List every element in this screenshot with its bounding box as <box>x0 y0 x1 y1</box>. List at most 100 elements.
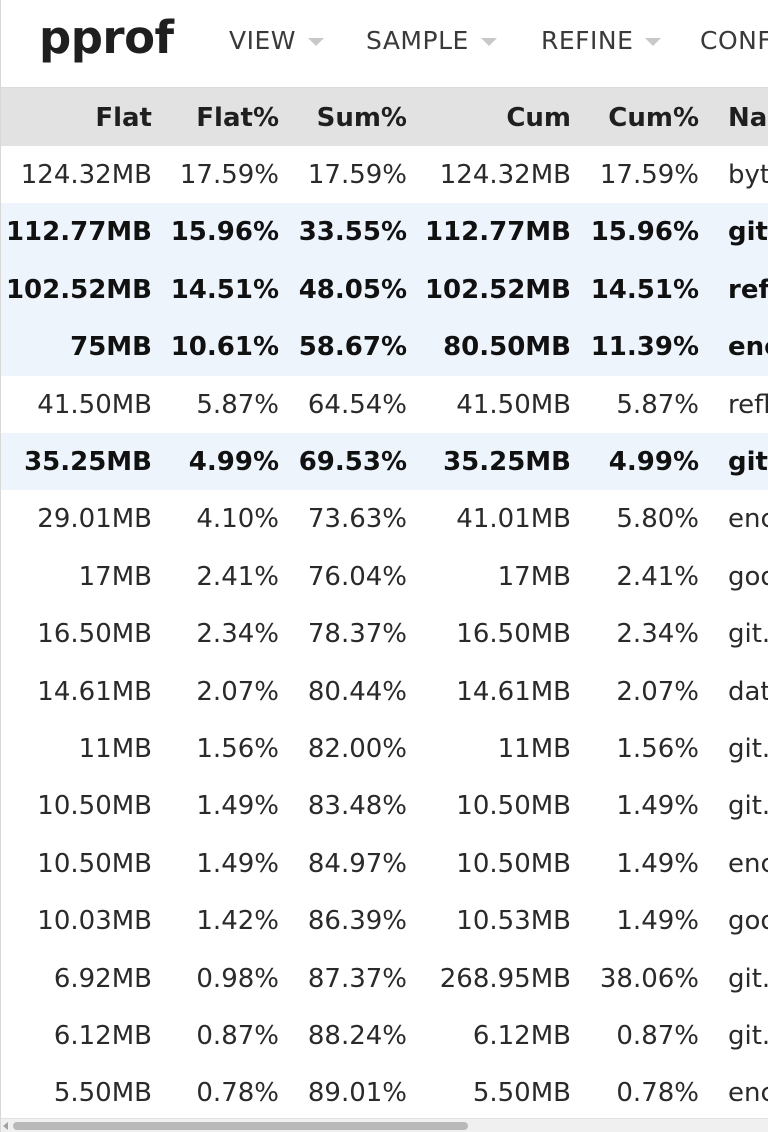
cell-flat: 75MB <box>70 332 152 363</box>
cell-cum: 80.50MB <box>443 332 571 363</box>
column-header-flat-pct[interactable]: Flat% <box>196 103 279 133</box>
cell-cum: 268.95MB <box>439 963 571 994</box>
cell-cum: 5.50MB <box>472 1078 571 1109</box>
cell-name: git. <box>728 734 768 764</box>
cell-sum-pct: 17.59% <box>307 160 407 190</box>
cell-cum-pct: 0.78% <box>616 1078 699 1109</box>
cell-flat-pct: 14.51% <box>170 274 279 305</box>
cell-flat: 16.50MB <box>37 619 152 650</box>
cell-sum-pct: 78.37% <box>307 619 407 650</box>
cell-cum-pct: 2.41% <box>616 561 699 592</box>
cell-sum-pct: 82.00% <box>307 734 407 764</box>
app-logo[interactable]: pprof <box>39 11 174 64</box>
table-body: 124.32MB 17.59% 17.59% 124.32MB 17.59% byt 112… <box>1 146 768 1118</box>
caret-down-icon <box>480 38 497 46</box>
table-row[interactable]: 29.01MB 4.10% 73.63% 41.01MB 5.80% enc <box>1 490 768 547</box>
sample-menu[interactable]: SAMPLE <box>366 22 497 58</box>
cell-name: git. <box>728 619 768 650</box>
cell-cum-pct: 14.51% <box>590 274 699 305</box>
cell-flat: 5.50MB <box>53 1078 152 1109</box>
table-row[interactable]: 75MB 10.61% 58.67% 80.50MB 11.39% enc <box>1 318 768 376</box>
table-row[interactable]: 11MB 1.56% 82.00% 11MB 1.56% git. <box>1 720 768 777</box>
cell-sum-pct: 84.97% <box>307 848 407 879</box>
cell-cum-pct: 1.49% <box>616 791 699 822</box>
cell-sum-pct: 86.39% <box>307 906 407 937</box>
table-row[interactable]: 10.03MB 1.42% 86.39% 10.53MB 1.49% goo <box>1 892 768 949</box>
cell-cum: 14.61MB <box>456 676 571 707</box>
table-row[interactable]: 41.50MB 5.87% 64.54% 41.50MB 5.87% refl <box>1 376 768 433</box>
top-navbar: pprof VIEW SAMPLE REFINE CONF <box>1 0 768 88</box>
refine-menu[interactable]: REFINE <box>541 22 662 58</box>
cell-flat-pct: 2.07% <box>196 676 279 707</box>
cell-flat: 6.12MB <box>53 1021 152 1051</box>
cell-name: refl <box>728 274 768 305</box>
cell-name: enc <box>728 1078 768 1109</box>
config-menu[interactable]: CONF <box>700 22 768 58</box>
cell-flat-pct: 15.96% <box>170 217 279 248</box>
column-header-name[interactable]: Nar <box>728 103 768 133</box>
scrollbar-thumb[interactable] <box>13 1122 468 1130</box>
column-header-cum[interactable]: Cum <box>506 103 571 133</box>
cell-name: byt <box>728 160 768 190</box>
cell-cum: 10.50MB <box>456 791 571 822</box>
view-menu-label: VIEW <box>229 25 296 55</box>
table-row[interactable]: 10.50MB 1.49% 83.48% 10.50MB 1.49% git. <box>1 777 768 834</box>
table-row[interactable]: 5.50MB 0.78% 89.01% 5.50MB 0.78% enc <box>1 1064 768 1118</box>
cell-cum-pct: 5.87% <box>616 389 699 420</box>
cell-cum: 112.77MB <box>424 217 571 248</box>
cell-flat-pct: 1.49% <box>196 848 279 879</box>
cell-flat-pct: 2.34% <box>196 619 279 650</box>
table-row[interactable]: 6.12MB 0.87% 88.24% 6.12MB 0.87% git. <box>1 1007 768 1064</box>
cell-name: enc <box>728 504 768 535</box>
cell-flat: 17MB <box>78 561 152 592</box>
cell-sum-pct: 88.24% <box>307 1021 407 1051</box>
cell-sum-pct: 89.01% <box>307 1078 407 1109</box>
cell-cum-pct: 5.80% <box>616 504 699 535</box>
column-header-flat[interactable]: Flat <box>95 103 152 133</box>
cell-cum-pct: 38.06% <box>599 963 699 994</box>
cell-sum-pct: 83.48% <box>307 791 407 822</box>
column-header-sum-pct[interactable]: Sum% <box>316 103 407 133</box>
cell-cum-pct: 4.99% <box>608 447 699 477</box>
cell-flat: 14.61MB <box>37 676 152 707</box>
table-row[interactable]: 14.61MB 2.07% 80.44% 14.61MB 2.07% dat <box>1 663 768 720</box>
cell-flat-pct: 1.49% <box>196 791 279 822</box>
cell-name: git. <box>728 963 768 994</box>
table-row[interactable]: 102.52MB 14.51% 48.05% 102.52MB 14.51% refl <box>1 260 768 319</box>
horizontal-scrollbar[interactable] <box>1 1118 768 1132</box>
view-menu[interactable]: VIEW <box>229 22 324 58</box>
table-row[interactable]: 6.92MB 0.98% 87.37% 268.95MB 38.06% git. <box>1 950 768 1007</box>
cell-flat: 35.25MB <box>24 447 152 477</box>
table-row[interactable]: 16.50MB 2.34% 78.37% 16.50MB 2.34% git. <box>1 605 768 662</box>
scroll-left-arrow-icon[interactable] <box>3 1122 8 1130</box>
cell-name: dat <box>728 676 768 707</box>
table-row[interactable]: 112.77MB 15.96% 33.55% 112.77MB 15.96% git. <box>1 203 768 261</box>
cell-cum: 10.50MB <box>456 848 571 879</box>
cell-sum-pct: 87.37% <box>307 963 407 994</box>
cell-sum-pct: 76.04% <box>307 561 407 592</box>
cell-cum: 102.52MB <box>424 274 571 305</box>
cell-flat-pct: 0.98% <box>196 963 279 994</box>
table-row[interactable]: 17MB 2.41% 76.04% 17MB 2.41% goo <box>1 548 768 605</box>
cell-flat: 6.92MB <box>53 963 152 994</box>
caret-down-icon <box>308 38 324 46</box>
table-row[interactable]: 10.50MB 1.49% 84.97% 10.50MB 1.49% enc <box>1 835 768 892</box>
cell-flat: 124.32MB <box>20 160 152 190</box>
column-header-cum-pct[interactable]: Cum% <box>608 103 699 133</box>
cell-name: goo <box>728 561 768 592</box>
cell-cum-pct: 2.34% <box>616 619 699 650</box>
table-header: Flat Flat% Sum% Cum Cum% Nar <box>1 88 768 146</box>
cell-flat-pct: 4.10% <box>196 504 279 535</box>
cell-name: git. <box>728 217 768 248</box>
cell-cum: 41.01MB <box>456 504 571 535</box>
cell-flat-pct: 0.78% <box>196 1078 279 1109</box>
cell-cum-pct: 1.49% <box>616 848 699 879</box>
cell-cum: 17MB <box>497 561 571 592</box>
cell-name: git. <box>728 1021 768 1051</box>
cell-cum-pct: 15.96% <box>590 217 699 248</box>
table-row[interactable]: 124.32MB 17.59% 17.59% 124.32MB 17.59% byt <box>1 146 768 203</box>
table-row[interactable]: 35.25MB 4.99% 69.53% 35.25MB 4.99% git. <box>1 433 768 491</box>
config-menu-label: CONF <box>700 25 768 55</box>
cell-cum: 16.50MB <box>456 619 571 650</box>
